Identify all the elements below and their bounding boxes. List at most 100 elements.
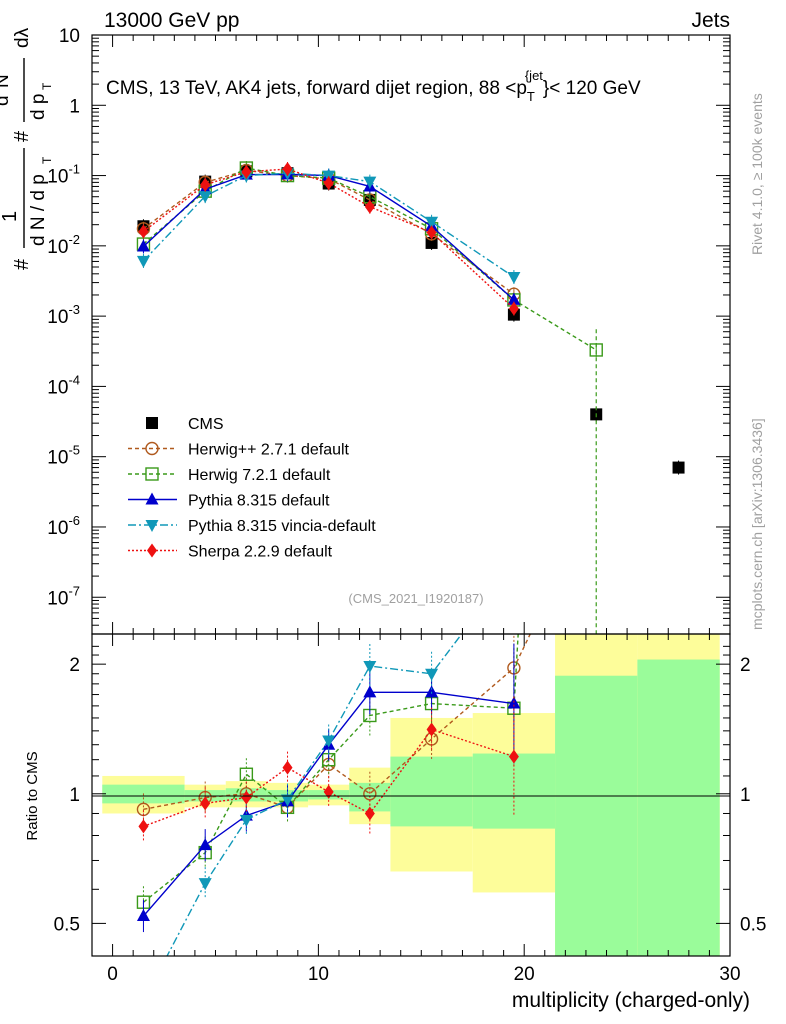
data-point — [138, 819, 149, 834]
x-tick-label: 20 — [514, 964, 535, 985]
data-point — [425, 685, 439, 698]
svg-text:d: d — [0, 95, 13, 106]
data-point — [241, 164, 252, 179]
legend-entry: Sherpa 2.2.9 default — [128, 543, 333, 561]
svg-text:d N / d p: d N / d p — [28, 174, 49, 246]
data-point — [282, 161, 293, 176]
data-point — [672, 461, 685, 474]
data-point — [426, 722, 437, 737]
legend-label: Pythia 8.315 default — [188, 493, 330, 510]
plot-title: CMS, 13 TeV, AK4 jets, forward dijet reg… — [106, 68, 641, 104]
ratio-panel-series — [136, 560, 532, 1008]
y-tick-label: 10-7 — [47, 583, 80, 609]
legend-marker — [146, 417, 158, 429]
ratio-panel-frame — [91, 633, 731, 957]
data-point — [198, 838, 212, 851]
ratio-pythia-8-315-default — [136, 643, 521, 933]
header-left: 13000 GeV pp — [104, 9, 239, 32]
y-tick-label: 0.5 — [54, 914, 80, 935]
legend-marker — [145, 467, 159, 481]
series-line — [142, 691, 514, 917]
data-point — [322, 735, 336, 748]
svg-text:1: 1 — [0, 211, 21, 222]
x-axis-label: multiplicity (charged-only) — [512, 989, 750, 1012]
svg-text:#: # — [11, 130, 33, 142]
main-y-axis-label: # 1 d N / d p T # d 2 N d p T dλ — [0, 27, 54, 270]
x-tick-label: 0 — [107, 964, 118, 985]
mcplots-note: mcplots.cern.ch [arXiv:1306.3436] — [749, 418, 765, 630]
data-point — [281, 794, 295, 807]
data-point — [282, 760, 293, 775]
legend: CMS Herwig++ 2.7.1 default Herwig 7.2.1 de… — [128, 416, 376, 561]
data-point — [198, 878, 212, 891]
ratio-y-axis-label: Ratio to CMS — [24, 751, 41, 840]
ratio-uncertainty-bands — [102, 634, 720, 956]
data-point — [323, 784, 334, 799]
y-tick-label: 10-5 — [47, 443, 80, 469]
x-tick-label: 30 — [719, 964, 740, 985]
data-point — [241, 790, 252, 805]
data-point — [363, 661, 377, 674]
y-tick-label: 10 — [59, 26, 80, 47]
data-point — [200, 177, 211, 192]
data-point — [137, 996, 150, 1008]
legend-entry: Pythia 8.315 default — [128, 492, 330, 510]
y-tick-label: 0.5 — [740, 914, 766, 935]
legend-label: Herwig++ 2.7.1 default — [188, 442, 350, 459]
legend-marker — [147, 543, 157, 558]
data-point — [507, 272, 521, 285]
y-tick-label: 10-4 — [47, 372, 80, 398]
legend-marker — [145, 520, 159, 532]
axis-ticks: 0 10 20 30 10-7 10-6 10-5 10-4 10-3 10-2 10-1 1 10 0.… — [47, 26, 766, 985]
data-point — [363, 176, 377, 189]
svg-text:T: T — [40, 82, 54, 90]
ratio-pythia-8-315-vincia-default — [137, 560, 520, 1008]
series-line — [143, 728, 515, 828]
data-point — [138, 224, 149, 239]
data-point — [363, 685, 377, 698]
band-inner — [637, 659, 720, 956]
y-tick-label: 2 — [740, 655, 751, 676]
y-tick-label: 10-2 — [47, 232, 80, 258]
data-point — [507, 560, 520, 572]
legend-marker — [145, 492, 159, 505]
svg-text:#: # — [11, 258, 33, 270]
data-point — [508, 301, 519, 316]
legend-label: CMS — [188, 416, 224, 433]
data-point — [323, 176, 334, 191]
main-panel-series — [136, 161, 685, 634]
y-tick-label: 1 — [69, 96, 80, 117]
series-sherpa-2-2-9-default — [138, 161, 519, 316]
data-point — [425, 216, 439, 229]
series-line — [142, 172, 515, 278]
legend-entry: CMS — [146, 416, 224, 433]
band-inner — [390, 756, 473, 827]
svg-text:T: T — [40, 156, 54, 164]
legend-label: Herwig 7.2.1 default — [188, 467, 331, 484]
data-point — [200, 796, 211, 811]
y-tick-label: 10-1 — [47, 162, 80, 188]
y-tick-label: 1 — [740, 785, 751, 806]
y-tick-label: 10-3 — [47, 302, 80, 328]
data-point — [364, 199, 375, 214]
data-point — [426, 225, 437, 240]
y-tick-label: 2 — [69, 655, 80, 676]
data-point — [425, 668, 439, 681]
series-line — [143, 168, 515, 310]
legend-entry: Pythia 8.315 vincia-default — [128, 518, 376, 535]
svg-text:2: 2 — [0, 88, 1, 95]
data-point — [239, 814, 253, 827]
header-right: Jets — [691, 9, 730, 32]
x-tick-label: 10 — [308, 964, 329, 985]
ratio-sherpa-2-2-9-default — [138, 696, 519, 843]
series-line — [166, 634, 463, 956]
legend-entry: Herwig 7.2.1 default — [128, 467, 331, 484]
svg-text:N: N — [0, 74, 13, 88]
data-point — [136, 239, 150, 252]
legend-entry: Herwig++ 2.7.1 default — [128, 442, 350, 459]
data-point — [507, 292, 521, 305]
y-tick-label: 1 — [69, 785, 80, 806]
data-point — [198, 191, 212, 204]
legend-label: Sherpa 2.2.9 default — [188, 544, 333, 561]
